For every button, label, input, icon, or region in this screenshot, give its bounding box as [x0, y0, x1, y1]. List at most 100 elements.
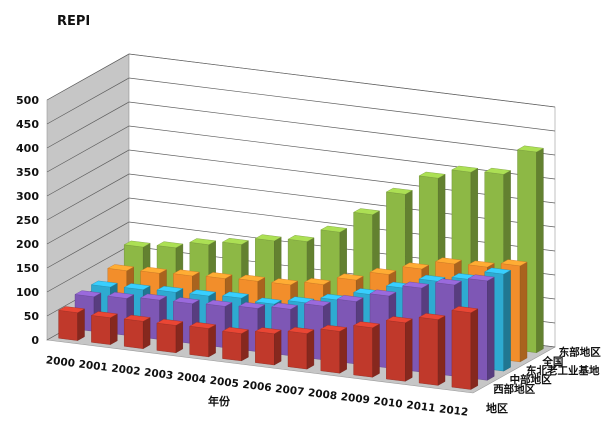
x-tick-label: 2012 [438, 403, 468, 418]
depth-tick-label: 中部地区 [510, 373, 552, 386]
bar-top-face [467, 274, 495, 282]
bar-top-face [107, 264, 135, 271]
bar [156, 318, 184, 354]
y-axis-label: REPI [57, 14, 90, 29]
depth-tick-label: 东部地区 [559, 346, 601, 359]
bar-side-face [208, 324, 216, 358]
bar-top-face [254, 234, 282, 242]
bar-top-face [156, 241, 184, 249]
bar-top-face [254, 327, 282, 335]
bar-top-face [467, 260, 495, 268]
bar-top-face [352, 321, 381, 329]
bar [287, 327, 315, 370]
bar-top-face [320, 225, 348, 233]
y-tick-label: 450 [16, 118, 39, 131]
y-tick-label: 250 [16, 214, 39, 227]
bar-top-face [74, 290, 102, 298]
bar-front-face [91, 315, 111, 345]
bar-top-face [434, 278, 463, 286]
bar-top-face [172, 297, 200, 304]
bar-side-face [110, 313, 118, 345]
y-tick-label: 300 [16, 190, 39, 203]
x-tick-label: 2011 [406, 399, 436, 414]
x-tick-label: 2001 [78, 358, 108, 373]
bar-top-face [451, 306, 479, 313]
bar-side-face [306, 329, 315, 370]
bar [254, 327, 282, 366]
bar [221, 327, 250, 362]
bar [123, 314, 151, 350]
y-tick-label: 150 [16, 262, 39, 275]
bar-top-face [123, 283, 151, 290]
bar-front-face [123, 318, 144, 349]
bar-top-face [107, 291, 135, 299]
bar-side-face [372, 323, 380, 378]
bar-front-face [418, 317, 439, 386]
x-tick-label: 2007 [275, 383, 305, 398]
bar-top-face [418, 313, 446, 320]
bar-top-face [221, 291, 250, 299]
gridline [46, 101, 556, 156]
depth-tick-label: 东北老工业基地 [526, 364, 600, 377]
bar-top-face [205, 272, 233, 279]
bar-top-face [238, 302, 266, 309]
y-tick-label: 100 [16, 286, 39, 299]
bar-front-face [287, 330, 308, 370]
bar-top-face [287, 235, 315, 242]
bar-top-face [418, 171, 446, 179]
bar-top-face [90, 280, 118, 288]
bar-top-face [271, 278, 299, 286]
gridline [46, 197, 556, 252]
bar-top-face [336, 273, 364, 281]
y-tick-label: 500 [16, 94, 39, 107]
bar-side-face [241, 329, 249, 362]
x-axis-title: 年份 [208, 394, 231, 408]
x-tick-label: 2005 [209, 375, 239, 390]
bar-top-face [352, 208, 381, 215]
bar-top-face [90, 311, 118, 318]
bar-side-face [77, 308, 85, 341]
bar-top-face [172, 269, 200, 277]
depth-tick-label: 西部地区 [493, 382, 535, 395]
bar-front-face [320, 328, 340, 374]
bar-top-face [287, 296, 315, 304]
bar-front-face [451, 310, 472, 390]
y-tick-label: 400 [16, 142, 39, 155]
bar-top-face [123, 240, 151, 248]
bar-top-face [139, 266, 168, 274]
bar-front-face [255, 331, 275, 366]
bar-top-face [189, 289, 217, 297]
bar-top-face [205, 299, 233, 307]
x-tick-label: 2003 [143, 367, 173, 382]
bar-top-face [385, 187, 413, 195]
gridline [46, 173, 556, 228]
bar-top-face [156, 318, 184, 326]
bar-top-face [156, 285, 184, 293]
depth-axis-title: 地区 [486, 401, 508, 415]
gridline [46, 149, 556, 204]
bar-top-face [221, 237, 250, 245]
bar-side-face [519, 261, 528, 363]
bar-front-face [353, 325, 373, 378]
x-tick-label: 2000 [45, 354, 75, 369]
gridline [46, 125, 556, 180]
bar-top-face [500, 259, 528, 267]
x-tick-label: 2010 [373, 395, 403, 410]
bar-side-face [405, 318, 413, 382]
bar-top-face [516, 145, 545, 153]
bar-front-face [156, 322, 177, 354]
bar-side-face [437, 315, 446, 386]
bar-front-face [58, 310, 78, 341]
bar [418, 313, 446, 386]
gridline [46, 53, 556, 108]
bar-top-face [221, 327, 250, 334]
depth-tick-label: 全国 [541, 355, 563, 368]
bar [385, 316, 413, 382]
bar-top-face [484, 167, 512, 175]
gridline [46, 77, 556, 132]
x-tick-label: 2006 [242, 379, 272, 394]
bar-top-face [369, 289, 397, 297]
bar [90, 311, 118, 345]
